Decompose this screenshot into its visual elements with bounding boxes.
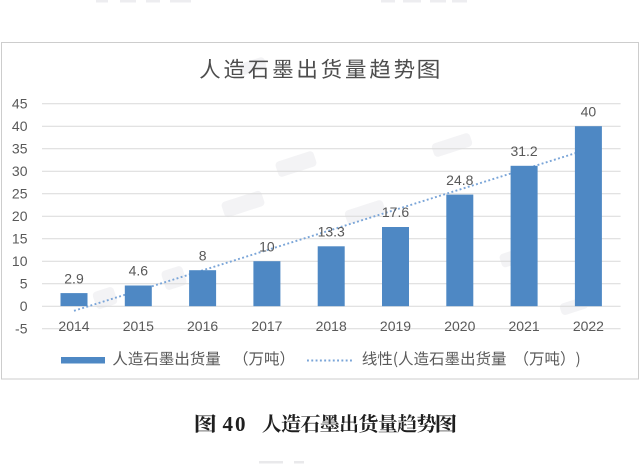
svg-text:5: 5 <box>20 275 28 291</box>
svg-text:10: 10 <box>12 253 28 269</box>
svg-text:-5: -5 <box>15 320 28 336</box>
svg-text:2.9: 2.9 <box>64 270 84 286</box>
svg-text:31.2: 31.2 <box>510 143 537 159</box>
svg-text:0: 0 <box>20 298 28 314</box>
svg-text:2014: 2014 <box>58 318 89 334</box>
svg-text:35: 35 <box>12 140 28 156</box>
svg-text:17.6: 17.6 <box>382 204 409 220</box>
svg-text:30: 30 <box>12 163 28 179</box>
svg-text:2019: 2019 <box>380 318 411 334</box>
svg-text:4.6: 4.6 <box>129 263 149 279</box>
svg-text:40: 40 <box>12 118 28 134</box>
svg-text:45: 45 <box>12 95 28 111</box>
svg-text:40: 40 <box>223 412 248 436</box>
svg-text:8: 8 <box>199 247 207 263</box>
svg-text:2015: 2015 <box>123 318 154 334</box>
svg-text:20: 20 <box>12 208 28 224</box>
svg-text:15: 15 <box>12 230 28 246</box>
svg-text:2018: 2018 <box>316 318 347 334</box>
svg-text:2022: 2022 <box>573 318 604 334</box>
svg-text:24.8: 24.8 <box>446 172 473 188</box>
svg-text:40: 40 <box>581 103 597 119</box>
svg-text:10: 10 <box>259 238 275 254</box>
svg-text:25: 25 <box>12 185 28 201</box>
svg-text:2017: 2017 <box>251 318 282 334</box>
svg-text:2020: 2020 <box>444 318 475 334</box>
svg-text:2016: 2016 <box>187 318 218 334</box>
svg-text:2021: 2021 <box>509 318 540 334</box>
svg-text:13.3: 13.3 <box>318 224 345 240</box>
